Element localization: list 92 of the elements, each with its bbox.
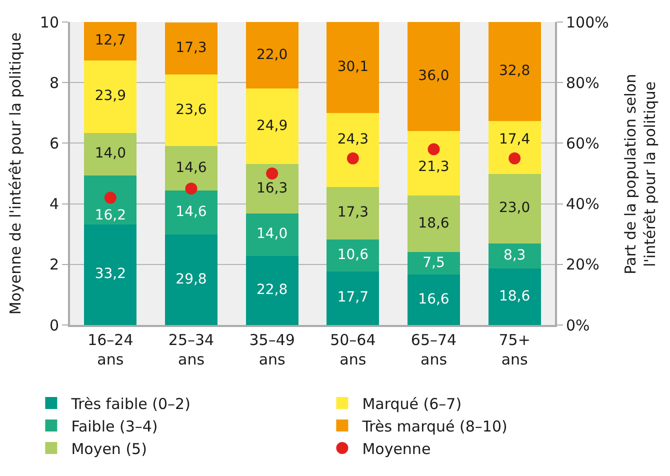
legend-label: Marqué (6–7) — [362, 394, 462, 413]
y-tick-label: 4 — [49, 195, 59, 214]
bar — [407, 22, 460, 132]
data-label: 17,4 — [498, 132, 530, 148]
data-label: 22,0 — [256, 46, 288, 63]
data-label: 18,6 — [498, 288, 530, 304]
bar — [407, 131, 460, 196]
bar — [164, 74, 218, 146]
y2-tick-label: 60% — [566, 134, 600, 152]
legend-label: Moyen (5) — [71, 440, 147, 458]
y-axis-title: Moyenne de l'intérêt pour la politique — [6, 32, 25, 315]
y-tick-label: 10 — [40, 13, 59, 32]
data-label: 8,3 — [503, 248, 526, 264]
bar — [164, 22, 218, 75]
bar — [164, 190, 218, 235]
data-label: 16,2 — [94, 207, 126, 224]
data-label: 23,9 — [94, 88, 126, 104]
data-label: 10,6 — [337, 246, 369, 263]
bar — [84, 224, 137, 325]
point — [266, 168, 278, 180]
bar — [488, 174, 541, 244]
bar — [488, 22, 541, 122]
bar — [84, 132, 137, 176]
data-label: 24,3 — [337, 132, 369, 148]
point — [185, 182, 198, 195]
y2-tick-label: 0% — [566, 316, 590, 334]
point — [346, 152, 359, 164]
bar — [407, 274, 460, 325]
bar — [164, 146, 218, 190]
data-label: 17,7 — [337, 290, 369, 306]
data-label: 14,6 — [176, 204, 207, 220]
x-tick-label: 50–64 ans — [330, 331, 376, 368]
point — [508, 152, 521, 164]
x-tick-label: 65–74 ans — [410, 331, 457, 368]
data-label: 14,0 — [94, 146, 126, 162]
data-label: 23,6 — [176, 102, 207, 118]
data-label: 29,8 — [176, 271, 207, 288]
y2-tick-label: 100% — [566, 13, 609, 32]
y2-tick-label: 40% — [566, 195, 600, 214]
data-label: 14,6 — [176, 160, 207, 176]
x-tick-label: 75+ ans — [498, 331, 530, 368]
data-label: 7,5 — [422, 254, 445, 271]
bar — [326, 239, 380, 272]
data-label: 32,8 — [498, 62, 530, 79]
data-label: 18,6 — [418, 215, 450, 232]
data-label: 14,0 — [256, 226, 288, 242]
data-label: 21,3 — [418, 158, 450, 175]
data-label: 30,1 — [337, 59, 369, 76]
bar — [326, 186, 380, 240]
y-tick-label: 2 — [49, 256, 59, 274]
y-tick-label: 8 — [49, 74, 59, 92]
bar — [246, 22, 298, 89]
bar — [407, 252, 460, 275]
legend-label: Très marqué (8–10) — [361, 417, 508, 436]
x-tick-label: 25–34 ans — [168, 331, 214, 368]
point — [428, 143, 440, 156]
y2-tick-label: 20% — [566, 256, 600, 274]
y2-tick-label: 80% — [566, 74, 600, 92]
bar — [326, 22, 380, 114]
bar — [246, 256, 298, 325]
bar — [326, 271, 380, 325]
data-label: 17,3 — [176, 40, 207, 56]
data-label: 17,3 — [337, 204, 369, 221]
legend-label: Très faible (0–2) — [70, 394, 190, 413]
bar — [246, 88, 298, 164]
bar — [407, 196, 460, 252]
legend-label: Faible (3–4) — [71, 417, 158, 436]
data-label: 22,8 — [256, 282, 288, 298]
x-tick-label: 16–24 ans — [88, 331, 134, 368]
y2-axis-title: Part de la population selon l'intérêt pour la politique — [621, 74, 659, 274]
bar — [326, 113, 380, 187]
bar — [84, 60, 137, 133]
bar — [164, 234, 218, 325]
bar — [488, 268, 541, 325]
bar — [84, 175, 137, 224]
bar — [488, 121, 541, 174]
point — [104, 192, 116, 204]
bar — [246, 164, 298, 214]
data-label: 36,0 — [418, 68, 450, 84]
x-tick-label: 35–49 ans — [249, 331, 295, 368]
data-label: 33,2 — [94, 266, 126, 282]
legend-label: Moyenne — [362, 440, 431, 458]
data-label: 16,3 — [256, 180, 288, 196]
y-tick-label: 0 — [49, 316, 59, 334]
bar — [246, 214, 298, 256]
data-label: 23,0 — [498, 200, 530, 216]
data-label: 24,9 — [256, 118, 288, 134]
data-label: 12,7 — [94, 32, 126, 49]
bar — [488, 243, 541, 269]
y-tick-label: 6 — [49, 134, 59, 152]
data-label: 16,6 — [418, 291, 450, 308]
bar — [84, 22, 137, 60]
